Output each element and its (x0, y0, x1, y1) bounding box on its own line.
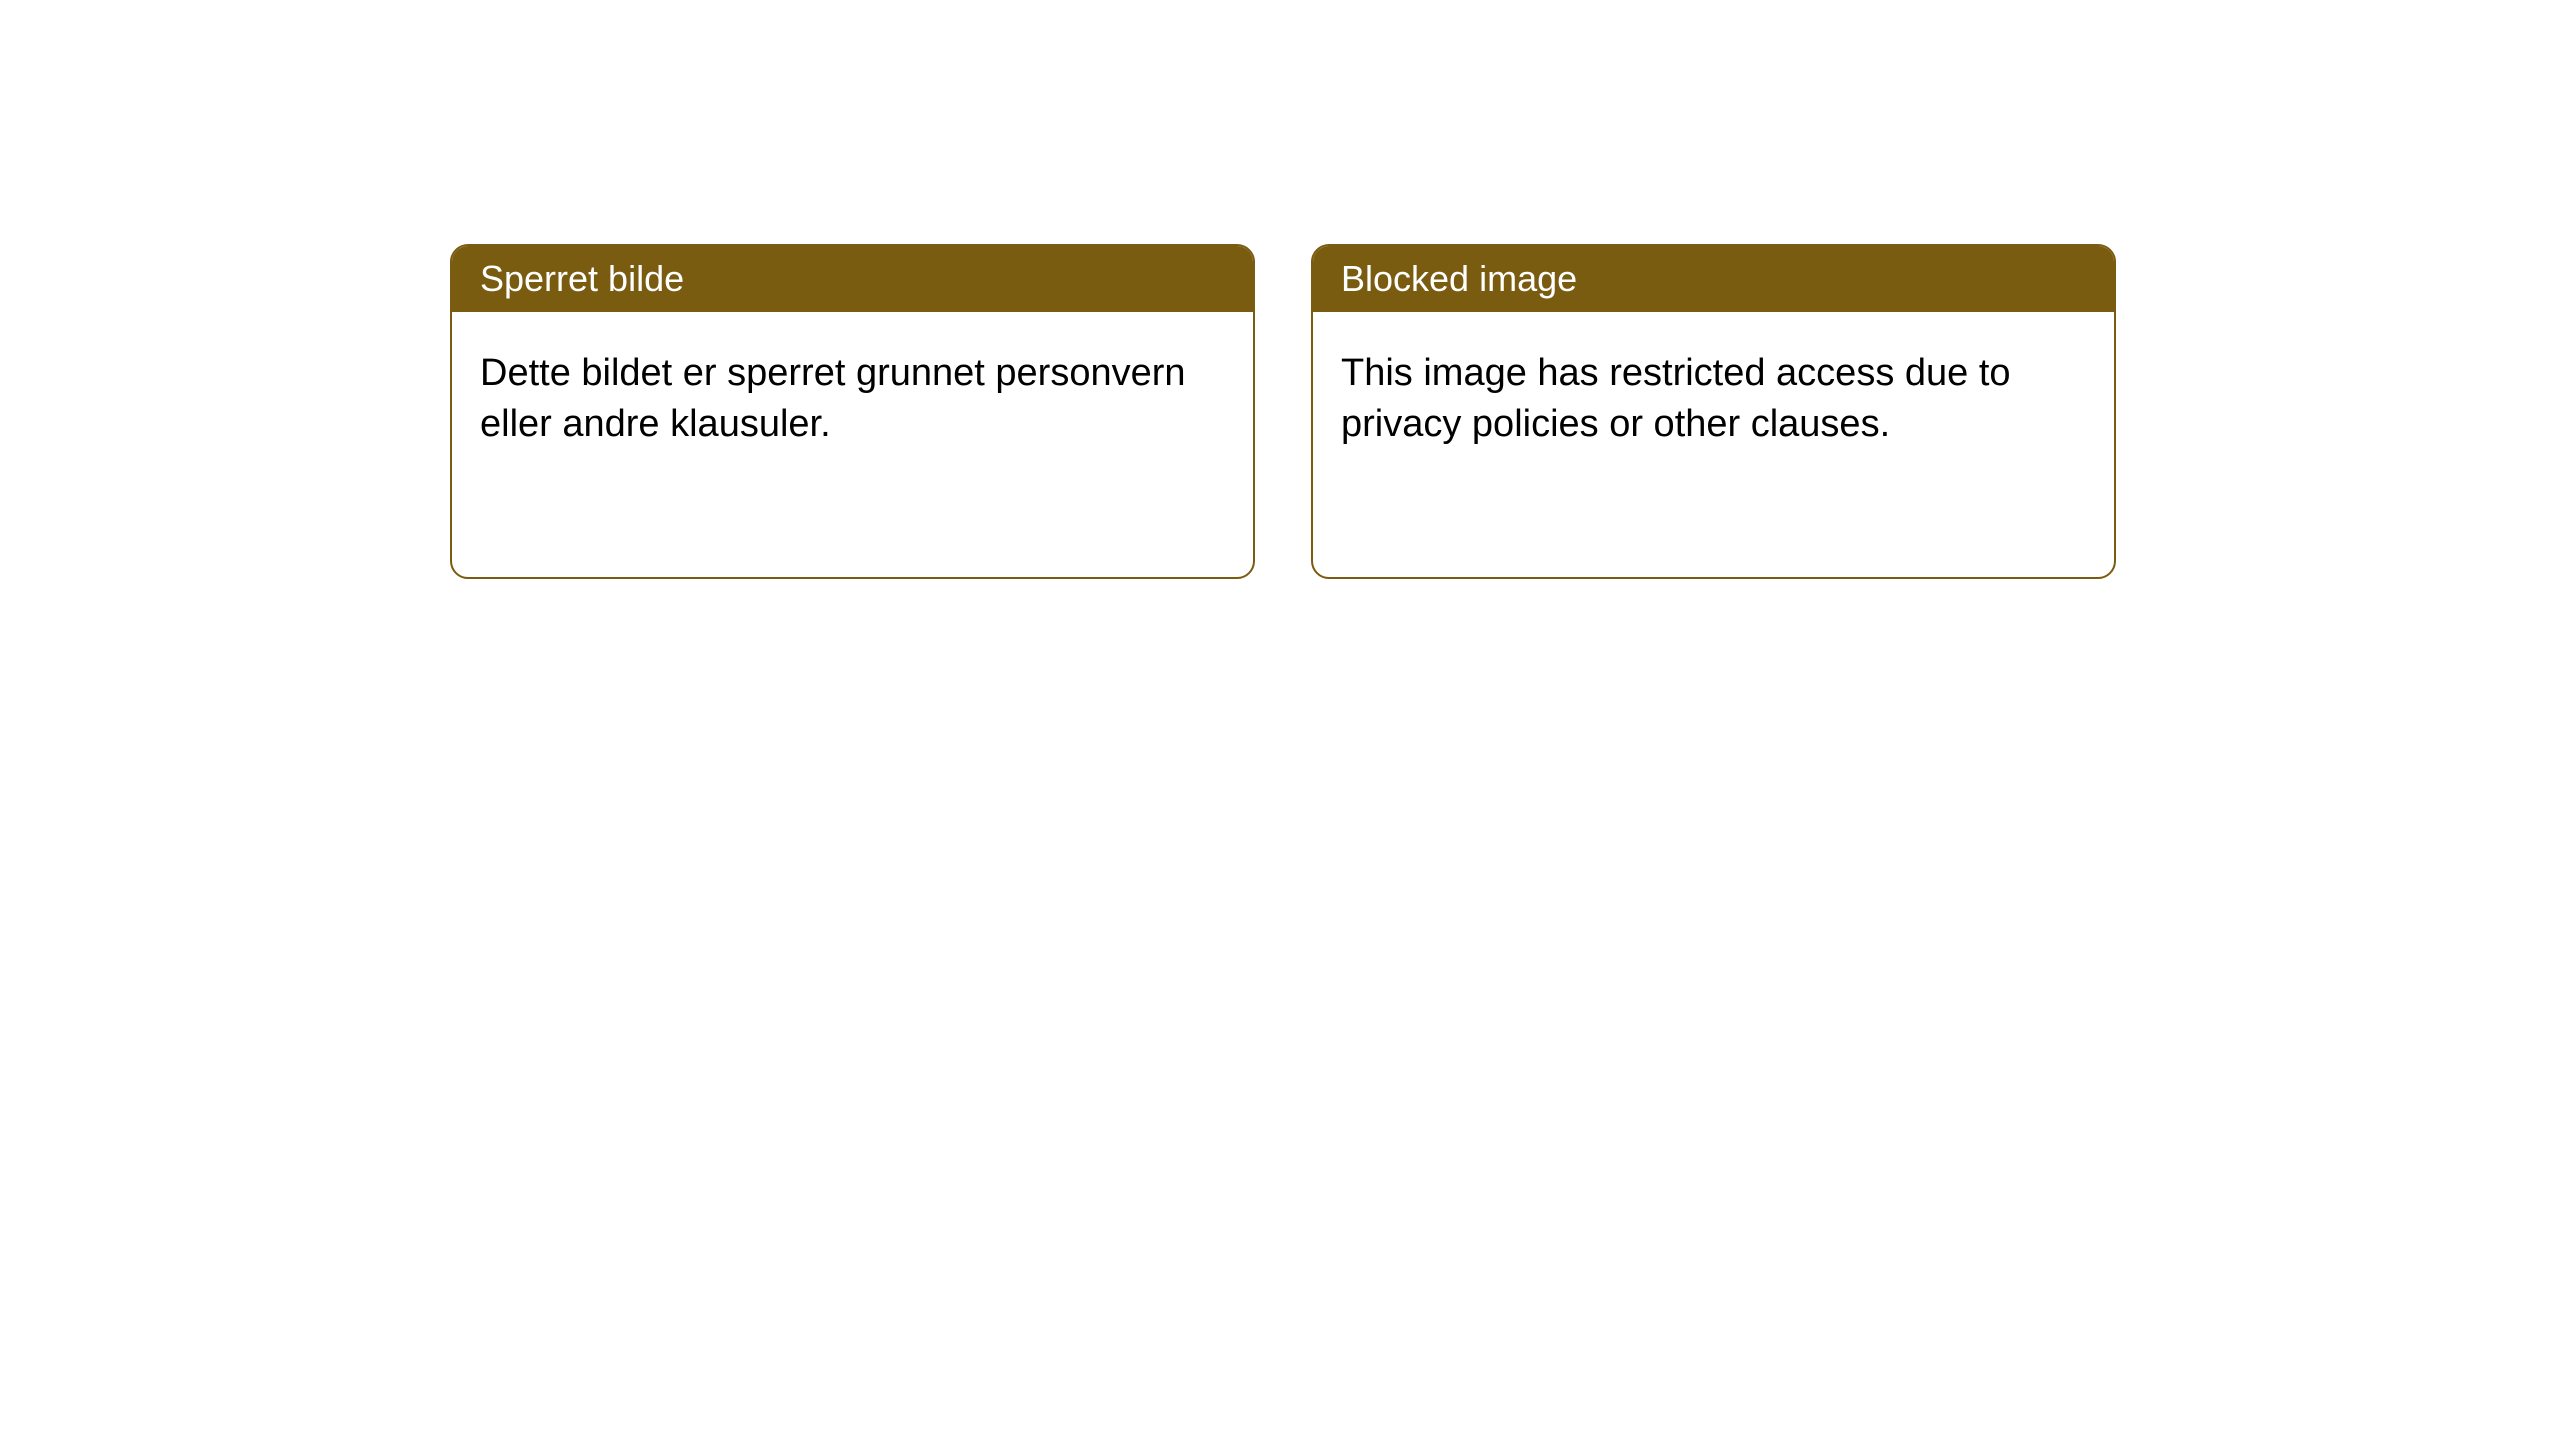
card-body-norwegian: Dette bildet er sperret grunnet personve… (452, 312, 1253, 487)
card-header-norwegian: Sperret bilde (452, 246, 1253, 312)
card-body-english: This image has restricted access due to … (1313, 312, 2114, 487)
cards-container: Sperret bilde Dette bildet er sperret gr… (0, 0, 2560, 579)
blocked-image-card-english: Blocked image This image has restricted … (1311, 244, 2116, 579)
card-header-english: Blocked image (1313, 246, 2114, 312)
blocked-image-card-norwegian: Sperret bilde Dette bildet er sperret gr… (450, 244, 1255, 579)
